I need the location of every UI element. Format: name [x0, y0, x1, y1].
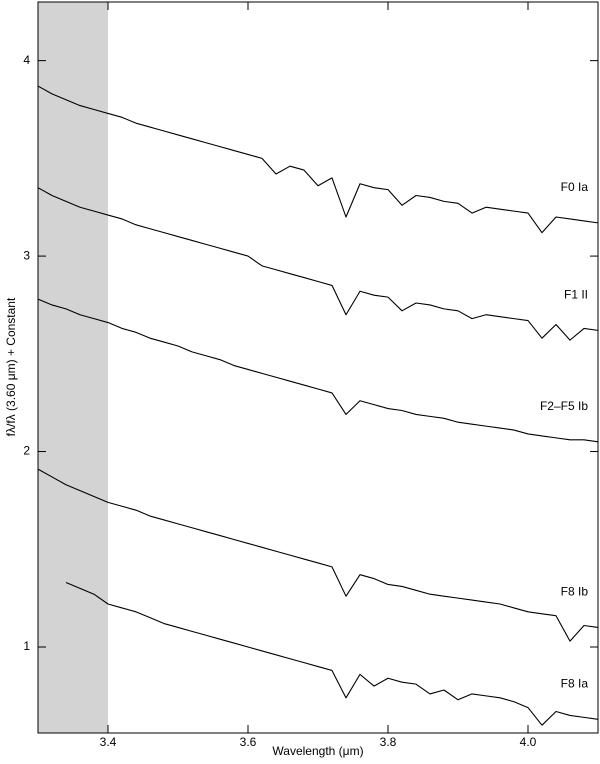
- y-tick-label: 1: [23, 639, 30, 653]
- series-label: F2–F5 Ib: [540, 399, 588, 413]
- y-axis-label: fλ/fλ (3.60 μm) + Constant: [4, 297, 18, 436]
- shaded-region: [38, 2, 108, 733]
- series-label: F8 Ib: [561, 585, 589, 599]
- x-tick-label: 3.6: [240, 735, 257, 749]
- x-axis-label: Wavelength (μm): [272, 744, 363, 758]
- plot-frame: [37, 1, 599, 734]
- series-label: F1 II: [564, 288, 588, 302]
- y-tick-label: 4: [23, 53, 30, 67]
- series-label: F8 Ia: [561, 676, 589, 690]
- spectrum-line: [65, 581, 599, 726]
- spectrum-line: [37, 298, 599, 443]
- x-tick-label: 3.8: [380, 735, 397, 749]
- spectrum-line: [37, 468, 599, 642]
- series-label: F0 Ia: [561, 180, 589, 194]
- x-tick-label: 3.4: [100, 735, 117, 749]
- x-tick-label: 4.0: [520, 735, 537, 749]
- spectrum-line: [37, 187, 599, 341]
- y-tick-label: 2: [23, 444, 30, 458]
- y-tick-label: 3: [23, 248, 30, 262]
- spectrum-line: [37, 85, 599, 234]
